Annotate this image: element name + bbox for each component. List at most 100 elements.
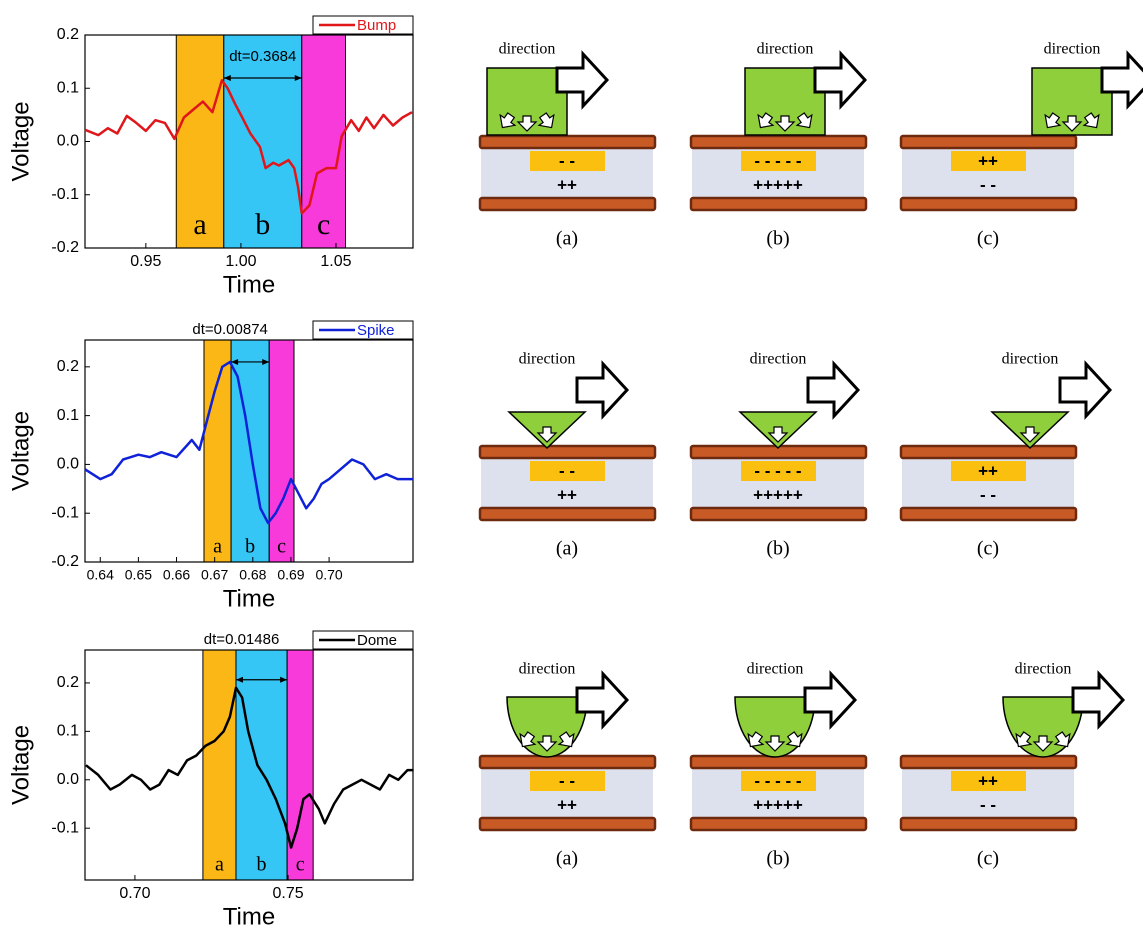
- region-label: b: [255, 208, 270, 241]
- y-axis-label: Voltage: [7, 411, 34, 491]
- legend-label: Spike: [357, 322, 395, 339]
- region-label: c: [317, 208, 330, 241]
- x-tick-label: 0.64: [87, 567, 114, 583]
- legend-label: Bump: [357, 17, 396, 34]
- caption: (c): [977, 538, 999, 560]
- dt-annotation: dt=0.00874: [192, 321, 268, 338]
- top-charge: - - - - -: [754, 461, 801, 480]
- direction-label: direction: [1015, 661, 1072, 678]
- y-tick-label: -0.1: [51, 186, 79, 203]
- bottom-charge: +++++: [753, 175, 803, 194]
- region-label: a: [215, 854, 224, 876]
- top-charge: - - - - -: [754, 771, 801, 790]
- direction-label: direction: [519, 661, 576, 678]
- dt-annotation: dt=0.01486: [204, 631, 280, 648]
- top-charge: ++: [978, 771, 998, 790]
- x-tick-label: 0.69: [277, 567, 304, 583]
- x-tick-label: 0.66: [163, 567, 190, 583]
- bottom-electrode: [480, 198, 655, 210]
- top-electrode: [691, 756, 866, 768]
- direction-label: direction: [757, 41, 814, 58]
- bottom-electrode: [691, 198, 866, 210]
- bottom-electrode: [480, 818, 655, 830]
- bottom-electrode: [901, 508, 1076, 520]
- direction-label: direction: [747, 661, 804, 678]
- top-electrode: [480, 446, 655, 458]
- y-tick-label: 0.1: [57, 79, 79, 96]
- y-tick-label: 0.0: [57, 456, 79, 473]
- x-tick-label: 1.00: [225, 253, 256, 270]
- region-label: b: [257, 854, 267, 876]
- y-tick-label: -0.1: [51, 504, 79, 521]
- x-axis-label: Time: [223, 585, 275, 612]
- dt-annotation: dt=0.3684: [229, 48, 296, 65]
- caption: (b): [766, 538, 789, 560]
- bottom-charge: ++: [557, 485, 577, 504]
- top-electrode: [901, 136, 1076, 148]
- bottom-charge: - -: [980, 175, 996, 194]
- bottom-charge: - -: [980, 795, 996, 814]
- y-tick-label: 0.1: [57, 407, 79, 424]
- y-tick-label: 0.2: [57, 26, 79, 43]
- region: [203, 650, 236, 880]
- x-axis-label: Time: [223, 271, 275, 298]
- direction-label: direction: [1044, 41, 1101, 58]
- region-label: c: [296, 854, 305, 876]
- x-axis-label: Time: [223, 903, 275, 925]
- legend-label: Dome: [357, 632, 397, 649]
- figure: abc-0.2-0.10.00.10.20.951.001.05TimeVolt…: [0, 0, 1143, 925]
- y-tick-label: -0.2: [51, 553, 79, 570]
- top-charge: ++: [978, 461, 998, 480]
- top-charge: - -: [559, 461, 575, 480]
- region-label: b: [245, 536, 255, 558]
- caption: (c): [977, 848, 999, 870]
- y-tick-label: 0.2: [57, 674, 79, 691]
- y-axis-label: Voltage: [7, 101, 34, 181]
- bottom-electrode: [901, 198, 1076, 210]
- x-tick-label: 0.70: [315, 567, 342, 583]
- x-tick-label: 0.75: [272, 885, 303, 902]
- direction-arrow: [808, 364, 858, 416]
- region: [269, 340, 294, 562]
- direction-label: direction: [750, 351, 807, 368]
- top-electrode: [480, 136, 655, 148]
- caption: (b): [766, 228, 789, 250]
- top-charge: ++: [978, 151, 998, 170]
- bottom-electrode: [901, 818, 1076, 830]
- caption: (a): [556, 848, 578, 870]
- top-charge: - -: [559, 151, 575, 170]
- x-tick-label: 0.65: [125, 567, 152, 583]
- top-electrode: [901, 756, 1076, 768]
- region-label: a: [193, 208, 206, 241]
- caption: (b): [766, 848, 789, 870]
- bottom-electrode: [691, 818, 866, 830]
- bottom-electrode: [480, 508, 655, 520]
- region: [204, 340, 231, 562]
- top-electrode: [901, 446, 1076, 458]
- bottom-electrode: [691, 508, 866, 520]
- bottom-charge: +++++: [753, 485, 803, 504]
- y-tick-label: -0.2: [51, 239, 79, 256]
- x-tick-label: 0.70: [119, 885, 150, 902]
- direction-arrow: [577, 364, 627, 416]
- y-tick-label: 0.2: [57, 358, 79, 375]
- bottom-charge: ++: [557, 795, 577, 814]
- bottom-charge: +++++: [753, 795, 803, 814]
- y-tick-label: -0.1: [51, 819, 79, 836]
- x-tick-label: 0.68: [239, 567, 266, 583]
- top-electrode: [480, 756, 655, 768]
- direction-label: direction: [499, 41, 556, 58]
- direction-label: direction: [519, 351, 576, 368]
- region-label: a: [213, 536, 222, 558]
- bottom-charge: - -: [980, 485, 996, 504]
- x-tick-label: 0.95: [130, 253, 161, 270]
- y-tick-label: 0.0: [57, 133, 79, 150]
- caption: (a): [556, 538, 578, 560]
- top-electrode: [691, 136, 866, 148]
- y-axis-label: Voltage: [7, 725, 34, 805]
- direction-arrow: [1060, 364, 1110, 416]
- region: [236, 650, 287, 880]
- y-tick-label: 0.1: [57, 723, 79, 740]
- top-charge: - - - - -: [754, 151, 801, 170]
- bottom-charge: ++: [557, 175, 577, 194]
